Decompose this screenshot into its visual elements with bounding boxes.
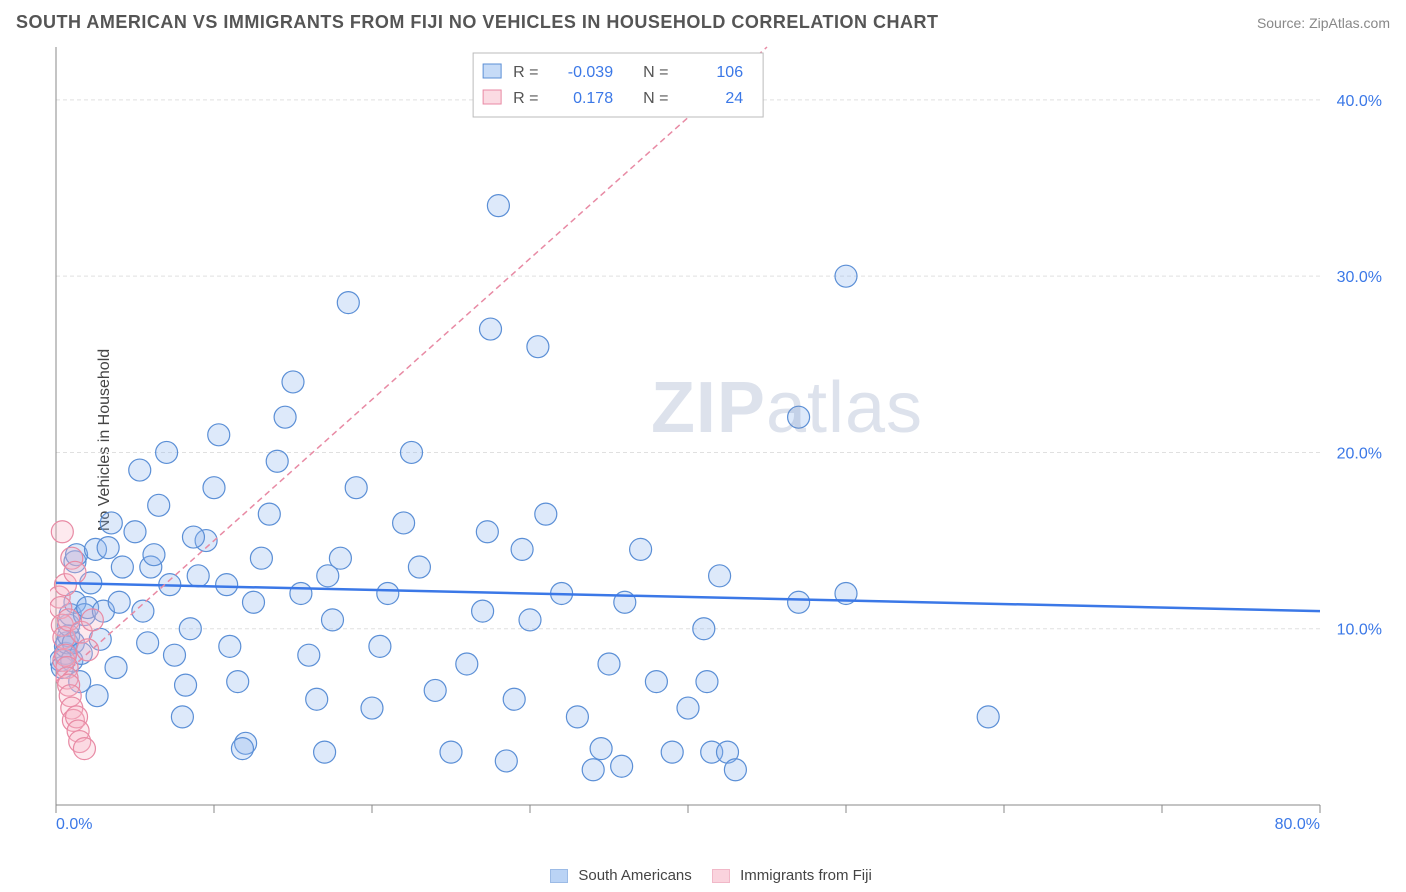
svg-text:0.178: 0.178: [573, 90, 613, 107]
svg-text:24: 24: [725, 90, 743, 107]
svg-text:N =: N =: [643, 90, 668, 107]
svg-text:R =: R =: [513, 90, 538, 107]
svg-text:R =: R =: [513, 64, 538, 81]
legend-label-immigrants-fiji: Immigrants from Fiji: [740, 867, 872, 884]
legend-swatch-south-americans: [550, 869, 568, 883]
svg-text:30.0%: 30.0%: [1337, 269, 1382, 286]
chart-area: No Vehicles in Household 10.0%20.0%30.0%…: [50, 41, 1390, 839]
svg-text:0.0%: 0.0%: [56, 816, 92, 833]
bottom-legend: South Americans Immigrants from Fiji: [0, 867, 1406, 884]
scatter-plot: 10.0% 20.0% 30.0% 40.0% 0.0% 80.0% R = -0.039 N …: [50, 41, 1390, 839]
svg-text:106: 106: [716, 64, 743, 81]
svg-text:80.0%: 80.0%: [1275, 816, 1320, 833]
svg-text:40.0%: 40.0%: [1337, 93, 1382, 110]
svg-text:N =: N =: [643, 64, 668, 81]
svg-text:-0.039: -0.039: [568, 64, 613, 81]
svg-text:20.0%: 20.0%: [1337, 445, 1382, 462]
source-label: Source: ZipAtlas.com: [1257, 15, 1390, 31]
legend-label-south-americans: South Americans: [578, 867, 691, 884]
svg-text:10.0%: 10.0%: [1337, 622, 1382, 639]
chart-title: SOUTH AMERICAN VS IMMIGRANTS FROM FIJI N…: [16, 12, 939, 33]
legend-swatch-immigrants-fiji: [712, 869, 730, 883]
